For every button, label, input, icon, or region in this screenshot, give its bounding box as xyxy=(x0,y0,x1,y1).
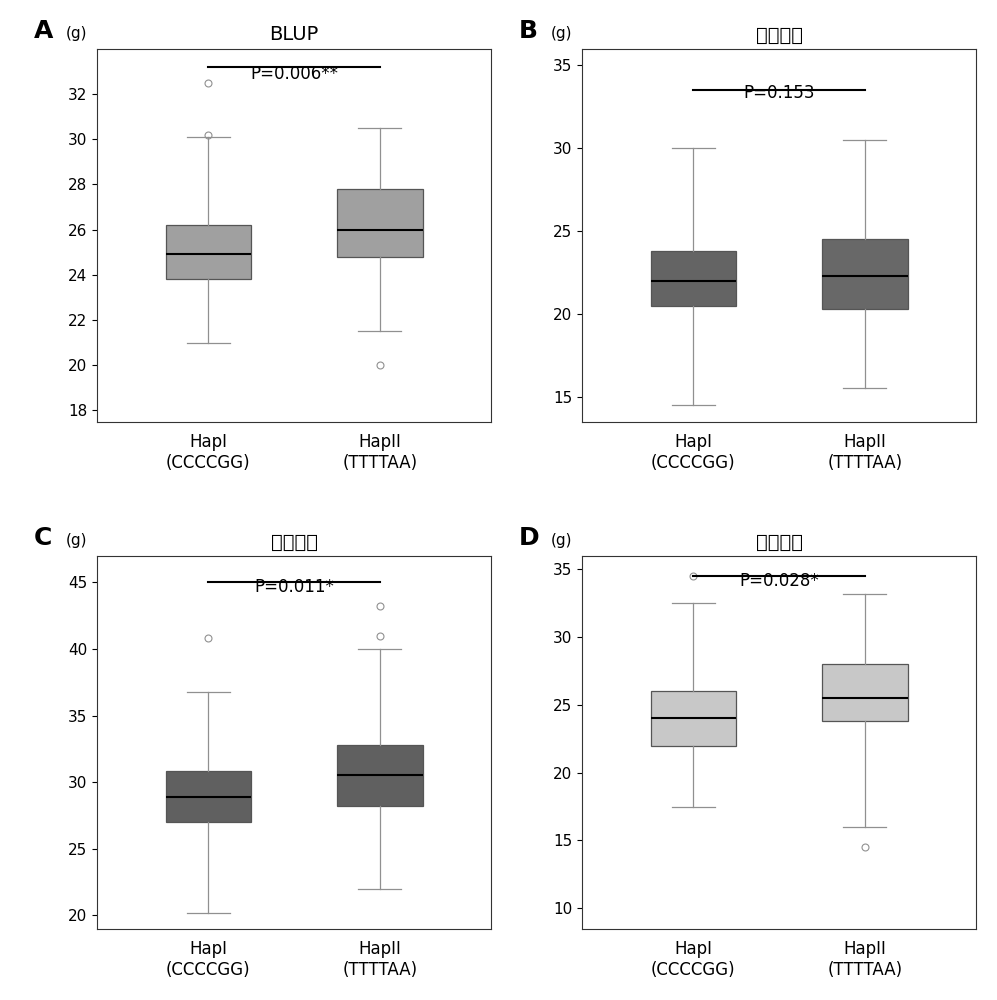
PathPatch shape xyxy=(651,691,736,746)
PathPatch shape xyxy=(337,189,423,257)
Text: P=0.006**: P=0.006** xyxy=(250,65,338,83)
PathPatch shape xyxy=(166,225,251,279)
PathPatch shape xyxy=(822,664,907,721)
Text: A: A xyxy=(34,19,53,43)
Title: 云南景洪: 云南景洪 xyxy=(756,25,803,44)
PathPatch shape xyxy=(337,745,423,806)
Text: P=0.028*: P=0.028* xyxy=(739,572,819,590)
Text: (g): (g) xyxy=(66,26,87,41)
Text: (g): (g) xyxy=(550,26,572,41)
Text: P=0.011*: P=0.011* xyxy=(254,578,334,596)
Text: (g): (g) xyxy=(550,533,572,548)
Title: 四川雅安: 四川雅安 xyxy=(756,532,803,551)
Title: 四川洪雅: 四川洪雅 xyxy=(270,532,317,551)
Text: D: D xyxy=(519,526,539,550)
PathPatch shape xyxy=(166,771,251,822)
Text: P=0.153: P=0.153 xyxy=(744,84,815,102)
Text: C: C xyxy=(34,526,52,550)
Title: BLUP: BLUP xyxy=(269,25,319,44)
Text: B: B xyxy=(519,19,538,43)
PathPatch shape xyxy=(651,251,736,306)
Text: (g): (g) xyxy=(66,533,87,548)
PathPatch shape xyxy=(822,239,907,309)
